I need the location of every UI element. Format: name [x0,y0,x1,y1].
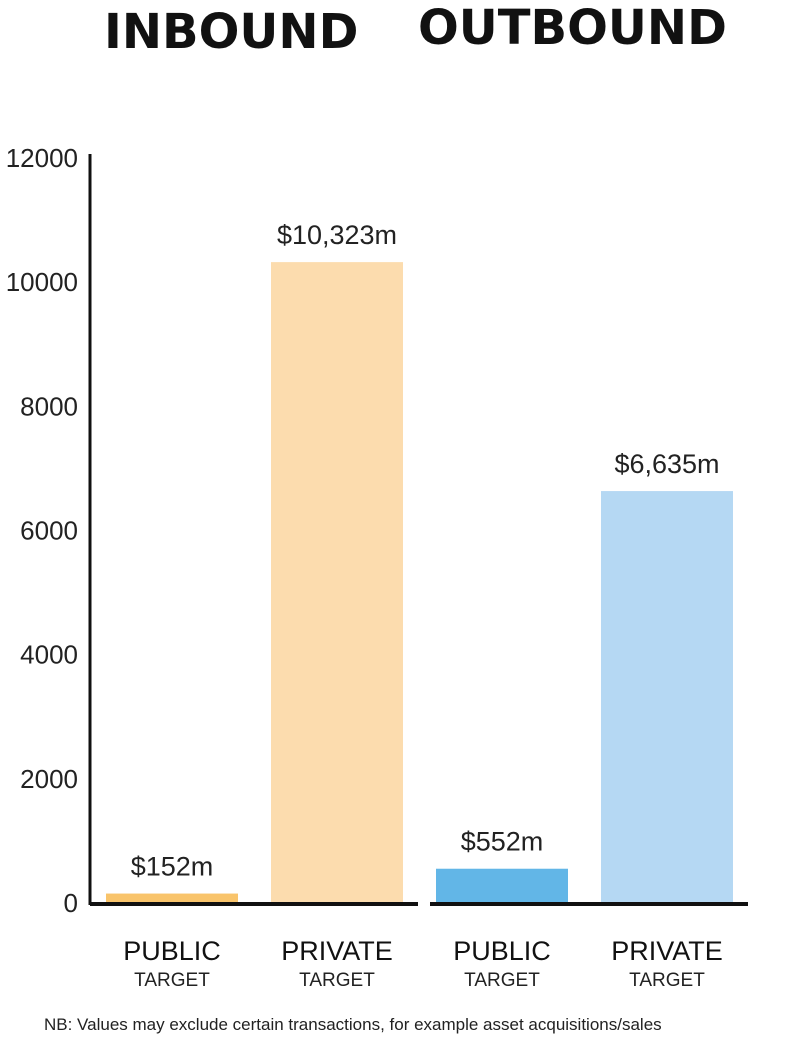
category-label: PUBLIC [453,936,551,966]
category-label: PUBLIC [123,936,221,966]
category-label: PRIVATE [281,936,393,966]
bar [436,868,568,903]
bar [106,893,238,903]
bar-value-label: $6,635m [614,449,719,479]
y-tick-label: 0 [64,888,78,918]
y-tick-label: 10000 [6,267,78,297]
bar-value-label: $10,323m [277,220,397,250]
y-tick-label: 6000 [20,516,78,546]
y-tick-label: 12000 [6,143,78,173]
y-tick-label: 8000 [20,391,78,421]
outbound-group-title: OUTBOUND [418,0,727,56]
category-sublabel: TARGET [299,970,375,991]
bar-value-label: $552m [461,827,544,857]
category-label: PRIVATE [611,936,723,966]
footnote: NB: Values may exclude certain transacti… [44,1015,662,1034]
category-sublabel: TARGET [134,970,210,991]
bar-value-label: $152m [131,852,214,882]
category-sublabel: TARGET [629,970,705,991]
inbound-group-title: INBOUND [104,4,359,60]
y-tick-label: 2000 [20,764,78,794]
category-sublabel: TARGET [464,970,540,991]
y-tick-label: 4000 [20,640,78,670]
bar [601,491,733,903]
bar [271,262,403,903]
